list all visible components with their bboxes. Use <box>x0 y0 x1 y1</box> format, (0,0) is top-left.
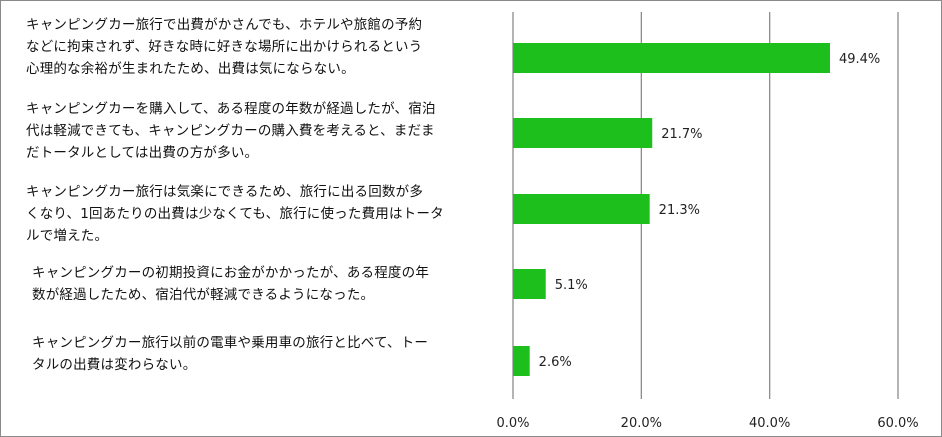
x-tick-label-0: 0.0% <box>496 416 529 431</box>
bar-4 <box>513 269 546 299</box>
x-tick-label-1: 20.0% <box>621 416 662 431</box>
bar-value-label-4: 5.1% <box>555 278 588 293</box>
bar-value-label-3: 21.3% <box>659 203 700 218</box>
x-tick-label-2: 40.0% <box>749 416 790 431</box>
category-label-4: キャンピングカーの初期投資にお金がかかったが、ある程度の年 数が経過したため、宿… <box>32 265 430 303</box>
category-label-3: キャンピングカー旅行は気楽にできるため、旅行に出る回数が多 くなり、1回あたりの… <box>26 184 444 244</box>
x-tick-label-3: 60.0% <box>877 416 918 431</box>
category-label-5: キャンピングカー旅行以前の電車や乗用車の旅行と比べて、トー タルの出費は変わらな… <box>32 335 429 373</box>
bar-1 <box>513 43 830 73</box>
bar-5 <box>513 346 530 376</box>
bar-value-label-1: 49.4% <box>839 52 880 67</box>
category-label-1: キャンピングカー旅行で出費がかさんでも、ホテルや旅館の予約 などに拘束されず、好… <box>26 17 423 77</box>
bar-3 <box>513 194 650 224</box>
bar-value-label-5: 2.6% <box>539 355 572 370</box>
category-label-2: キャンピングカーを購入して、ある程度の年数が経過したが、宿泊 代は軽減できても、… <box>26 101 436 161</box>
bar-2 <box>513 118 653 148</box>
bar-value-label-2: 21.7% <box>661 127 702 142</box>
